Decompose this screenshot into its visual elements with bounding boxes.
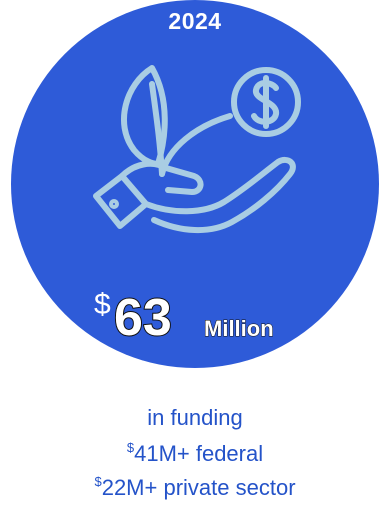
- year-label: 2024: [168, 8, 222, 34]
- amount-value: 63: [113, 289, 173, 347]
- blue-circle-background: [11, 0, 379, 368]
- federal-amount-text: 41M+ federal: [134, 441, 264, 466]
- amount-unit: Million: [204, 316, 275, 342]
- caption-line-funding: in funding: [147, 405, 243, 430]
- caption-line-private: $22M+ private sector: [0, 474, 390, 501]
- federal-currency-symbol: $: [126, 440, 135, 455]
- private-currency-symbol: $: [94, 474, 102, 489]
- currency-symbol: $: [94, 288, 111, 321]
- hand-plant-coin-icon: [86, 64, 306, 244]
- caption-line-federal: $41M+ federal: [0, 440, 390, 467]
- funding-amount: $ 63 Million: [0, 286, 390, 350]
- private-amount-text: 22M+ private sector: [101, 475, 296, 500]
